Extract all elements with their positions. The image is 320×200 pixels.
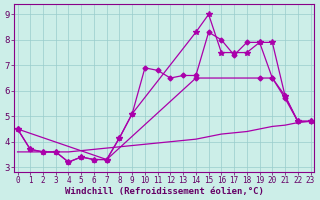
X-axis label: Windchill (Refroidissement éolien,°C): Windchill (Refroidissement éolien,°C) [65, 187, 263, 196]
